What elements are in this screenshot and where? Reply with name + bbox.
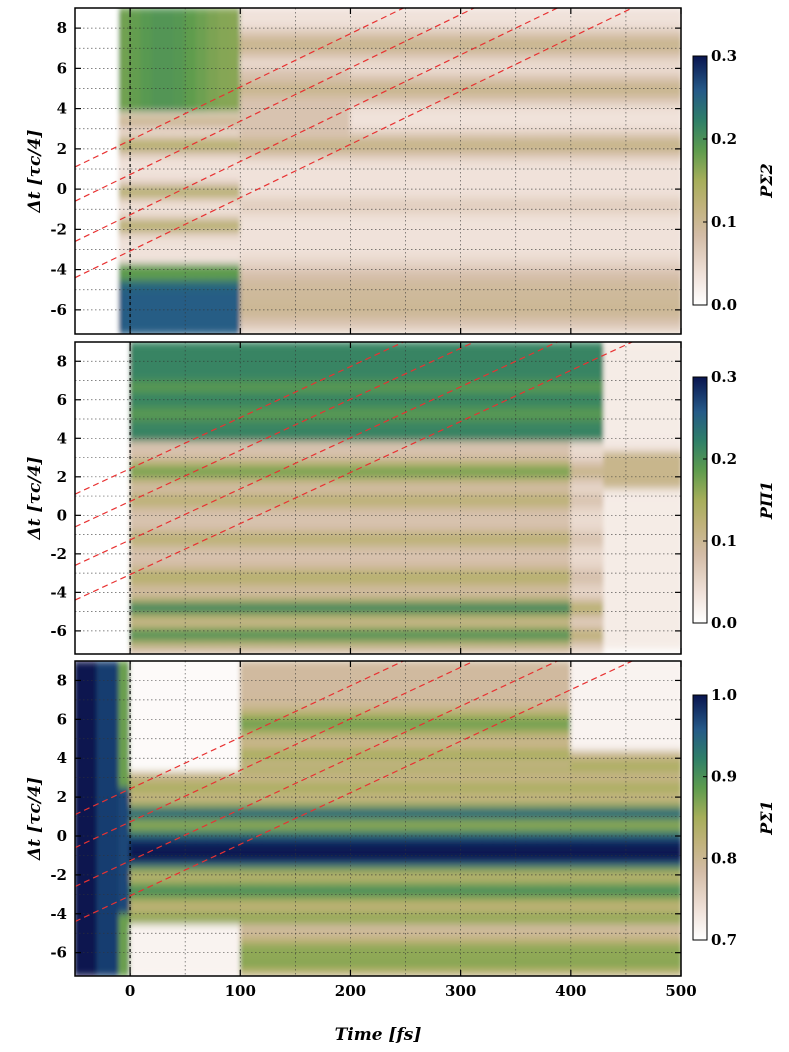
dashed-line — [75, 661, 476, 849]
y-tick-label: -4 — [50, 261, 67, 279]
colorbar-tick-label: 0.9 — [711, 768, 737, 786]
y-tick-label: 4 — [57, 749, 67, 767]
heatmap-2 — [75, 342, 681, 654]
colorbar-tick-label: 0.3 — [711, 47, 737, 65]
plot-frame — [74, 341, 682, 655]
panel-3: -6 -4 -2 0 2 4 6 8 0 100 200 300 400 500 Δt [τc/4] 0.7 0… — [25, 660, 776, 1000]
y-tick-label: 8 — [57, 19, 67, 37]
colorbar-tick-label: 0.0 — [711, 296, 737, 314]
x-tick-label: 300 — [445, 982, 476, 1000]
x-axis-label: Time [fs] — [335, 1025, 422, 1045]
y-tick-label: 8 — [57, 671, 67, 689]
y-tick-label: -6 — [50, 301, 67, 319]
dashed-line — [75, 8, 405, 168]
colorbar-3 — [692, 694, 708, 941]
colorbar-2 — [692, 376, 708, 624]
x-tick-label: 100 — [225, 982, 256, 1000]
dashed-line — [75, 342, 634, 601]
dashed-line — [75, 8, 559, 242]
y-tick-label: -6 — [50, 622, 67, 640]
y-tick-label: -6 — [50, 944, 67, 962]
y-tick-label: 2 — [57, 788, 67, 806]
y-tick-label: 8 — [57, 352, 67, 370]
colorbar-label: PΣ1 — [757, 800, 776, 835]
x-tick-label: 200 — [335, 982, 366, 1000]
x-tick-label: 400 — [555, 982, 586, 1000]
y-tick-label: 2 — [57, 468, 67, 486]
dashed-line — [75, 342, 476, 528]
y-tick-label: 6 — [57, 710, 67, 728]
colorbar-tick-label: 1.0 — [711, 686, 737, 704]
heatmap-1 — [75, 8, 681, 334]
y-tick-label: 0 — [57, 827, 67, 845]
y-tick-label: -2 — [50, 220, 67, 238]
grid-3 — [75, 661, 682, 976]
y-tick-label: -2 — [50, 545, 67, 563]
colorbar-tick-label: 0.2 — [711, 450, 737, 468]
colorbar-1 — [692, 55, 708, 306]
colorbar-tick-label: 0.1 — [711, 532, 737, 550]
y-tick-label: -4 — [50, 905, 67, 923]
y-tick-label: 0 — [57, 180, 67, 198]
dashed-lines-3 — [75, 661, 634, 923]
y-axis-label: Δt [τc/4] — [25, 130, 45, 214]
colorbar-label: PΣ2 — [757, 163, 776, 198]
plot-frame — [74, 7, 682, 335]
y-axis-label: Δt [τc/4] — [25, 457, 45, 541]
y-tick-label: 4 — [57, 429, 67, 447]
y-tick-label: 4 — [57, 100, 67, 118]
panel-1: -6 -4 -2 0 2 4 6 8 Δt [τc/4] 0.0 0.1 0.2 0.3 PΣ2 — [25, 7, 776, 335]
y-tick-label: 6 — [57, 391, 67, 409]
y-axis-label: Δt [τc/4] — [25, 777, 45, 861]
colorbar-label: PΠ1 — [757, 481, 776, 520]
x-tick-label: 500 — [665, 982, 696, 1000]
dashed-lines-1 — [75, 8, 634, 279]
x-tick-label: 0 — [125, 982, 135, 1000]
dashed-line — [75, 661, 405, 816]
y-tick-label: 0 — [57, 506, 67, 524]
dashed-lines-2 — [75, 342, 634, 601]
plot-frame — [74, 660, 682, 977]
colorbar-tick-label: 0.2 — [711, 130, 737, 148]
panel-2: -6 -4 -2 0 2 4 6 8 Δt [τc/4] 0.0 0.1 0.2 0.3 PΠ1 — [25, 341, 776, 655]
y-tick-label: 2 — [57, 140, 67, 158]
colorbar-tick-label: 0.1 — [711, 213, 737, 231]
colorbar-tick-label: 0.8 — [711, 849, 737, 867]
dashed-line — [75, 8, 634, 279]
dashed-line — [75, 661, 559, 888]
dashed-line — [75, 342, 559, 566]
colorbar-tick-label: 0.0 — [711, 614, 737, 632]
y-tick-label: 6 — [57, 59, 67, 77]
colorbar-tick-label: 0.7 — [711, 931, 737, 949]
dashed-line — [75, 342, 405, 495]
dashed-line — [75, 661, 634, 923]
dashed-line — [75, 8, 476, 202]
heatmap-3 — [75, 661, 681, 976]
y-tick-label: -4 — [50, 583, 67, 601]
colorbar-tick-label: 0.3 — [711, 368, 737, 386]
y-tick-label: -2 — [50, 866, 67, 884]
